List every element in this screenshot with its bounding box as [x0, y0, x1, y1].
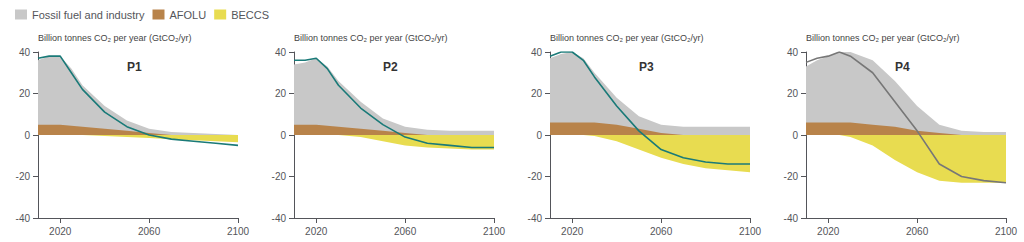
svg-text:40: 40: [275, 47, 287, 58]
svg-text:P4: P4: [895, 60, 910, 74]
svg-text:-20: -20: [784, 171, 799, 182]
svg-text:2100: 2100: [483, 226, 506, 237]
svg-text:-20: -20: [528, 171, 543, 182]
svg-text:2060: 2060: [906, 226, 929, 237]
svg-text:-40: -40: [784, 213, 799, 224]
svg-text:40: 40: [531, 47, 543, 58]
svg-text:0: 0: [24, 130, 30, 141]
svg-text:0: 0: [280, 130, 286, 141]
svg-text:P2: P2: [383, 60, 398, 74]
svg-text:P3: P3: [639, 60, 654, 74]
svg-text:P1: P1: [127, 60, 142, 74]
svg-text:20: 20: [787, 88, 799, 99]
svg-text:40: 40: [787, 47, 799, 58]
svg-text:2100: 2100: [739, 226, 762, 237]
svg-text:Billion tonnes CO₂ per year (G: Billion tonnes CO₂ per year (GtCO₂/yr): [806, 33, 960, 43]
svg-text:AFOLU: AFOLU: [169, 9, 206, 21]
svg-text:2100: 2100: [227, 226, 250, 237]
svg-text:2060: 2060: [394, 226, 417, 237]
svg-text:2020: 2020: [305, 226, 328, 237]
svg-text:40: 40: [19, 47, 31, 58]
svg-text:Billion tonnes CO₂ per year (G: Billion tonnes CO₂ per year (GtCO₂/yr): [294, 33, 448, 43]
svg-text:Billion tonnes CO₂ per year (G: Billion tonnes CO₂ per year (GtCO₂/yr): [38, 33, 192, 43]
svg-text:2020: 2020: [49, 226, 72, 237]
svg-text:2020: 2020: [817, 226, 840, 237]
svg-text:Billion tonnes CO₂ per year (G: Billion tonnes CO₂ per year (GtCO₂/yr): [550, 33, 704, 43]
svg-text:BECCS: BECCS: [231, 9, 269, 21]
svg-text:0: 0: [792, 130, 798, 141]
svg-text:20: 20: [19, 88, 31, 99]
svg-text:20: 20: [275, 88, 287, 99]
svg-text:-20: -20: [16, 171, 31, 182]
svg-text:-40: -40: [528, 213, 543, 224]
svg-text:-40: -40: [16, 213, 31, 224]
svg-text:20: 20: [531, 88, 543, 99]
svg-text:2100: 2100: [995, 226, 1018, 237]
svg-text:0: 0: [536, 130, 542, 141]
svg-text:-20: -20: [272, 171, 287, 182]
svg-text:-40: -40: [272, 213, 287, 224]
svg-text:Fossil fuel and industry: Fossil fuel and industry: [32, 9, 145, 21]
svg-text:2060: 2060: [650, 226, 673, 237]
svg-text:2020: 2020: [561, 226, 584, 237]
svg-text:2060: 2060: [138, 226, 161, 237]
